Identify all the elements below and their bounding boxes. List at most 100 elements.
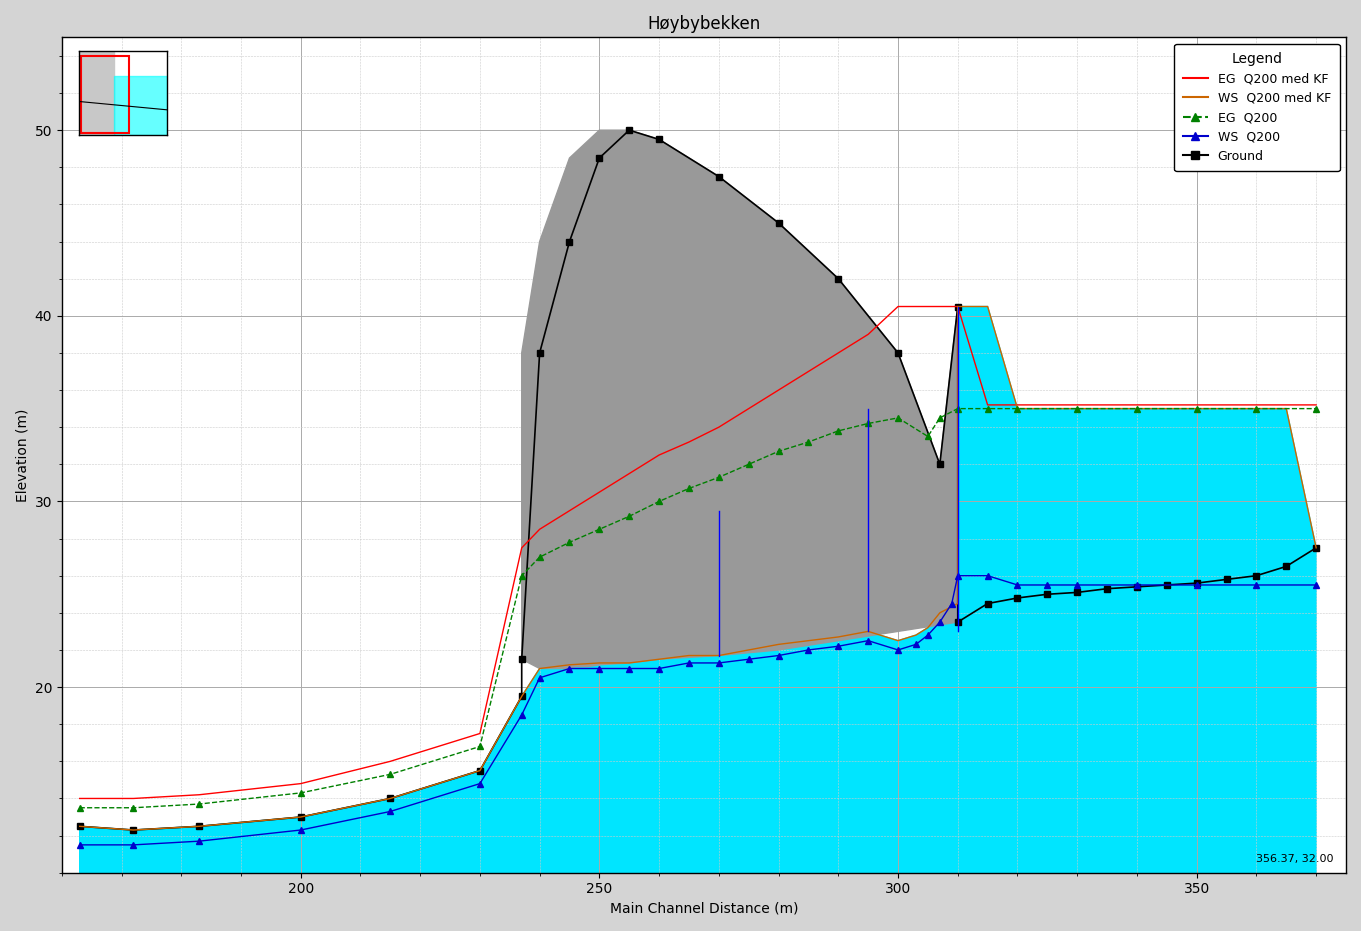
WS  Q200 med KF <box>908 629 924 641</box>
Ground <box>770 218 787 229</box>
EG  Q200 <box>561 536 577 547</box>
WS  Q200 med KF <box>740 644 757 655</box>
Line: EG  Q200 med KF: EG Q200 med KF <box>80 306 1316 799</box>
Title: Høybybekken: Høybybekken <box>648 15 761 33</box>
Line: Ground: Ground <box>78 128 1319 833</box>
WS  Q200 med KF <box>191 821 207 832</box>
Ground <box>651 134 667 145</box>
EG  Q200 <box>1188 403 1204 414</box>
Polygon shape <box>114 76 167 135</box>
EG  Q200 med KF <box>740 403 757 414</box>
EG  Q200 med KF <box>513 542 529 553</box>
WS  Q200 med KF <box>980 301 996 312</box>
EG  Q200 <box>770 446 787 457</box>
WS  Q200 med KF <box>1308 542 1324 553</box>
EG  Q200 <box>125 803 142 814</box>
EG  Q200 <box>920 431 936 442</box>
Ground <box>1040 588 1056 600</box>
EG  Q200 med KF <box>950 301 966 312</box>
WS  Q200 med KF <box>1188 403 1204 414</box>
EG  Q200 med KF <box>950 301 966 312</box>
EG  Q200 med KF <box>293 778 309 789</box>
EG  Q200 med KF <box>191 789 207 801</box>
Ground <box>472 765 489 776</box>
WS  Q200 <box>1010 579 1026 590</box>
WS  Q200 <box>472 778 489 789</box>
WS  Q200 med KF <box>591 657 607 668</box>
WS  Q200 med KF <box>680 650 697 661</box>
EG  Q200 <box>472 741 489 752</box>
Ground <box>710 171 727 182</box>
WS  Q200 <box>513 709 529 721</box>
WS  Q200 med KF <box>531 663 547 674</box>
WS  Q200 med KF <box>651 654 667 665</box>
Ground <box>1218 573 1234 585</box>
WS  Q200 med KF <box>382 793 399 804</box>
WS  Q200 <box>621 663 637 674</box>
WS  Q200 med KF <box>561 659 577 670</box>
WS  Q200 <box>770 650 787 661</box>
WS  Q200 <box>710 657 727 668</box>
EG  Q200 <box>621 511 637 522</box>
EG  Q200 <box>950 403 966 414</box>
EG  Q200 <box>382 769 399 780</box>
EG  Q200 med KF <box>1308 399 1324 411</box>
WS  Q200 med KF <box>800 635 817 646</box>
EG  Q200 <box>1308 403 1324 414</box>
EG  Q200 med KF <box>800 366 817 377</box>
WS  Q200 <box>191 836 207 847</box>
WS  Q200 <box>980 570 996 581</box>
Ground <box>513 691 529 702</box>
Ground <box>293 812 309 823</box>
Ground <box>1248 570 1264 581</box>
WS  Q200 <box>1128 579 1145 590</box>
WS  Q200 med KF <box>1248 403 1264 414</box>
Y-axis label: Elevation (m): Elevation (m) <box>15 409 29 502</box>
WS  Q200 <box>740 654 757 665</box>
EG  Q200 med KF <box>1248 399 1264 411</box>
WS  Q200 med KF <box>890 635 906 646</box>
WS  Q200 med KF <box>1278 403 1294 414</box>
WS  Q200 <box>1040 579 1056 590</box>
WS  Q200 med KF <box>710 650 727 661</box>
WS  Q200 <box>800 644 817 655</box>
EG  Q200 <box>1068 403 1085 414</box>
Ground <box>591 153 607 164</box>
Ground <box>1128 581 1145 592</box>
WS  Q200 <box>1248 579 1264 590</box>
Ground <box>830 273 847 284</box>
EG  Q200 med KF <box>1128 399 1145 411</box>
EG  Q200 med KF <box>1188 399 1204 411</box>
Ground <box>1098 583 1115 594</box>
EG  Q200 <box>740 459 757 470</box>
EG  Q200 <box>860 418 876 429</box>
WS  Q200 med KF <box>1068 403 1085 414</box>
EG  Q200 med KF <box>1040 399 1056 411</box>
Ground <box>950 616 966 627</box>
EG  Q200 med KF <box>125 793 142 804</box>
WS  Q200 <box>125 839 142 850</box>
WS  Q200 med KF <box>770 639 787 650</box>
WS  Q200 med KF <box>920 622 936 633</box>
WS  Q200 <box>651 663 667 674</box>
WS  Q200 med KF <box>513 691 529 702</box>
Ground <box>531 347 547 358</box>
Ground <box>72 821 88 832</box>
EG  Q200 med KF <box>72 793 88 804</box>
EG  Q200 med KF <box>932 301 949 312</box>
WS  Q200 med KF <box>950 301 966 312</box>
WS  Q200 med KF <box>1040 403 1056 414</box>
Ground <box>1278 560 1294 572</box>
EG  Q200 med KF <box>621 468 637 479</box>
WS  Q200 <box>531 672 547 683</box>
Ground <box>1308 542 1324 553</box>
Ground <box>125 825 142 836</box>
EG  Q200 <box>932 412 949 424</box>
EG  Q200 med KF <box>830 347 847 358</box>
Ground <box>890 347 906 358</box>
EG  Q200 med KF <box>651 450 667 461</box>
EG  Q200 med KF <box>710 422 727 433</box>
EG  Q200 med KF <box>860 329 876 340</box>
Line: WS  Q200: WS Q200 <box>78 573 1319 847</box>
Polygon shape <box>79 51 114 135</box>
